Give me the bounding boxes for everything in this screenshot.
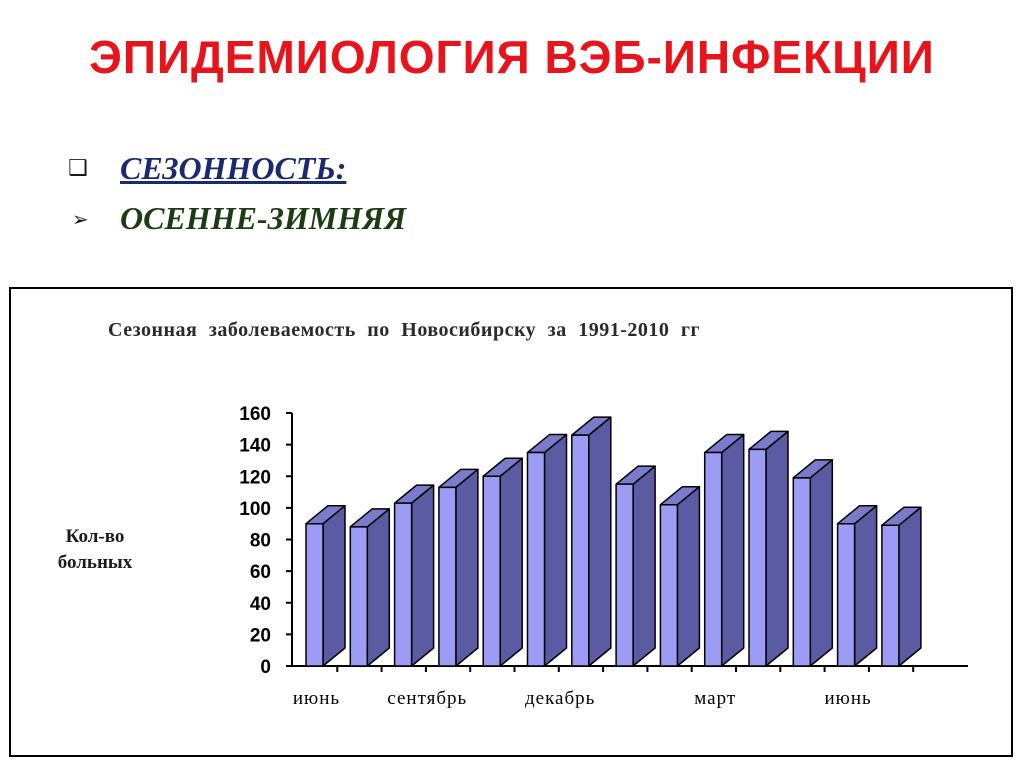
y-tick-label: 0 bbox=[260, 657, 271, 678]
bar bbox=[703, 433, 745, 667]
bar-front bbox=[305, 522, 324, 667]
bar-side bbox=[410, 484, 435, 667]
chart-title: Сезонная заболеваемость по Новосибирску … bbox=[108, 319, 701, 341]
x-tick-label: июнь bbox=[293, 688, 340, 709]
bar-side bbox=[809, 459, 834, 667]
bar bbox=[748, 430, 789, 667]
x-tick-label: декабрь bbox=[525, 688, 595, 709]
bar-side bbox=[898, 506, 922, 667]
x-tick-label: сентябрь bbox=[387, 688, 467, 709]
bar-front bbox=[393, 502, 413, 667]
y-tick-label: 20 bbox=[250, 625, 271, 646]
bar-side bbox=[765, 430, 789, 667]
y-tick-label: 140 bbox=[239, 436, 271, 457]
bar bbox=[438, 468, 479, 667]
bar bbox=[881, 506, 922, 667]
y-axis-label-line: Кол-во bbox=[65, 526, 125, 547]
slide-title: ЭПИДЕМИОЛОГИЯ ВЭБ-ИНФЕКЦИИ bbox=[89, 31, 935, 83]
bar bbox=[615, 465, 656, 667]
bar bbox=[349, 508, 391, 667]
bar-side bbox=[455, 468, 479, 667]
y-axis-label-line: больных bbox=[57, 552, 133, 573]
bar bbox=[571, 416, 612, 667]
y-tick-label: 120 bbox=[239, 467, 271, 488]
bullet-autumn-winter: ➢ ОСЕННЕ-ЗИМНЯЯ bbox=[68, 200, 406, 237]
bar-front bbox=[349, 526, 369, 667]
arrowhead-icon: ➢ bbox=[72, 206, 89, 231]
chart-frame bbox=[9, 287, 1013, 757]
bar bbox=[482, 457, 523, 667]
bar-front bbox=[836, 522, 856, 667]
bar-front bbox=[571, 434, 590, 667]
bar-side bbox=[853, 504, 878, 667]
bullet-text: СЕЗОННОСТЬ: bbox=[120, 150, 347, 186]
x-tick-label: июнь bbox=[824, 688, 871, 709]
bar-front bbox=[526, 451, 546, 667]
y-tick-label: 80 bbox=[250, 531, 271, 552]
bar bbox=[659, 485, 701, 667]
bar-front bbox=[748, 448, 767, 667]
bar-front bbox=[615, 483, 634, 667]
bar-front bbox=[792, 477, 812, 667]
bar-side bbox=[366, 508, 391, 667]
y-tick-label: 160 bbox=[239, 404, 271, 425]
bar bbox=[526, 433, 568, 667]
x-tick-label: март bbox=[694, 688, 736, 709]
bar-front bbox=[438, 486, 457, 667]
bar bbox=[836, 504, 878, 667]
y-tick-label: 60 bbox=[250, 562, 271, 583]
y-axis-label: Кол-во больных bbox=[40, 524, 150, 576]
bullet-text: ОСЕННЕ-ЗИМНЯЯ bbox=[120, 200, 407, 236]
bar-front bbox=[881, 524, 900, 667]
bar-side bbox=[543, 433, 568, 667]
y-tick-label: 100 bbox=[239, 499, 271, 520]
bar bbox=[393, 484, 435, 667]
bar-side bbox=[322, 504, 346, 667]
checkbox-square-icon: ❑ bbox=[68, 156, 88, 181]
y-tick-label: 40 bbox=[250, 594, 271, 615]
bar-side bbox=[588, 416, 612, 667]
bar-side bbox=[676, 485, 701, 667]
bar-front bbox=[659, 503, 679, 667]
bar bbox=[792, 459, 834, 667]
bar-side bbox=[720, 433, 745, 667]
bar-side bbox=[499, 457, 523, 667]
bar-front bbox=[703, 451, 723, 667]
bar-front bbox=[482, 475, 501, 667]
bullet-seasonality: ❑ СЕЗОННОСТЬ: bbox=[68, 150, 346, 187]
bar bbox=[305, 504, 346, 667]
bar-side bbox=[632, 465, 656, 667]
